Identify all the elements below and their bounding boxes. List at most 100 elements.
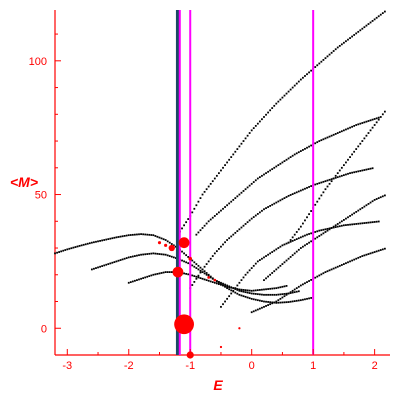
data-point — [285, 196, 288, 198]
data-point — [242, 224, 245, 227]
data-point — [201, 268, 204, 271]
data-point — [357, 209, 360, 212]
data-point — [236, 230, 239, 232]
data-point — [222, 284, 224, 287]
data-point — [326, 179, 329, 182]
data-point — [187, 218, 190, 220]
data-point — [115, 236, 118, 239]
data-point — [222, 243, 224, 246]
data-point — [355, 148, 358, 150]
data-point — [291, 291, 294, 294]
data-point — [299, 150, 302, 152]
data-point — [62, 249, 65, 252]
data-point — [265, 207, 267, 210]
data-point — [336, 176, 339, 179]
data-point — [174, 257, 177, 259]
data-point — [107, 263, 110, 265]
data-point — [342, 41, 345, 44]
data-point — [125, 257, 128, 259]
data-point — [80, 244, 83, 247]
data-point — [302, 149, 304, 151]
data-point — [279, 199, 282, 202]
data-point — [345, 217, 347, 220]
data-point — [308, 233, 310, 235]
data-point — [326, 185, 329, 188]
data-point — [230, 289, 233, 292]
data-point — [293, 252, 296, 255]
data-point — [256, 213, 259, 215]
data-point — [322, 138, 325, 141]
data-point — [162, 271, 165, 274]
data-point — [256, 177, 259, 180]
data-point — [156, 272, 159, 275]
data-point — [291, 300, 294, 303]
data-point — [369, 201, 372, 204]
data-point — [191, 259, 194, 262]
data-point — [261, 293, 263, 296]
data-point — [136, 233, 138, 236]
data-point — [291, 236, 294, 239]
data-point — [293, 239, 296, 241]
data-point — [336, 225, 339, 228]
data-point — [328, 53, 331, 56]
data-point — [224, 283, 226, 286]
data-point — [316, 200, 319, 203]
data-point — [342, 174, 345, 177]
data-point — [236, 148, 239, 150]
data-point — [95, 267, 97, 269]
data-point — [291, 254, 294, 257]
data-point — [138, 254, 140, 257]
data-point — [242, 140, 245, 142]
data-point — [285, 158, 288, 161]
data-point — [201, 227, 204, 229]
data-point — [289, 239, 292, 241]
data-point — [263, 293, 265, 296]
data-point — [131, 255, 134, 258]
bubble-marker — [164, 243, 168, 247]
data-point — [148, 233, 151, 236]
data-point — [320, 273, 323, 276]
data-point — [375, 16, 378, 19]
data-point — [373, 118, 376, 120]
data-point — [275, 300, 278, 303]
data-point — [140, 253, 142, 256]
data-point — [293, 153, 296, 156]
data-point — [271, 287, 274, 290]
data-point — [283, 160, 286, 163]
data-point — [279, 264, 282, 267]
data-point — [84, 243, 87, 246]
data-point — [207, 260, 210, 263]
data-point — [293, 288, 296, 291]
data-point — [371, 251, 374, 254]
data-point — [373, 251, 376, 253]
data-point — [322, 228, 325, 231]
data-point — [365, 134, 368, 137]
data-point — [244, 289, 247, 292]
data-point — [306, 73, 308, 76]
data-point — [340, 130, 343, 133]
data-point — [306, 297, 308, 300]
data-point — [197, 274, 200, 277]
data-point — [314, 231, 317, 233]
data-point — [351, 35, 353, 38]
data-point — [279, 293, 282, 296]
data-point — [326, 227, 329, 230]
data-point — [234, 150, 237, 153]
data-point — [316, 236, 319, 239]
data-point — [224, 300, 226, 303]
data-point — [168, 271, 171, 273]
data-point — [377, 118, 380, 121]
data-point — [361, 207, 364, 209]
data-point — [304, 219, 306, 222]
data-point — [70, 247, 73, 250]
data-point — [232, 153, 235, 156]
data-point — [228, 288, 231, 291]
data-point — [345, 161, 347, 164]
data-point — [367, 168, 370, 171]
y-tick-label: 0 — [41, 323, 47, 335]
data-point — [355, 257, 358, 260]
data-point — [193, 280, 196, 283]
data-point — [181, 259, 183, 262]
data-point — [226, 287, 229, 290]
data-point — [246, 221, 249, 224]
